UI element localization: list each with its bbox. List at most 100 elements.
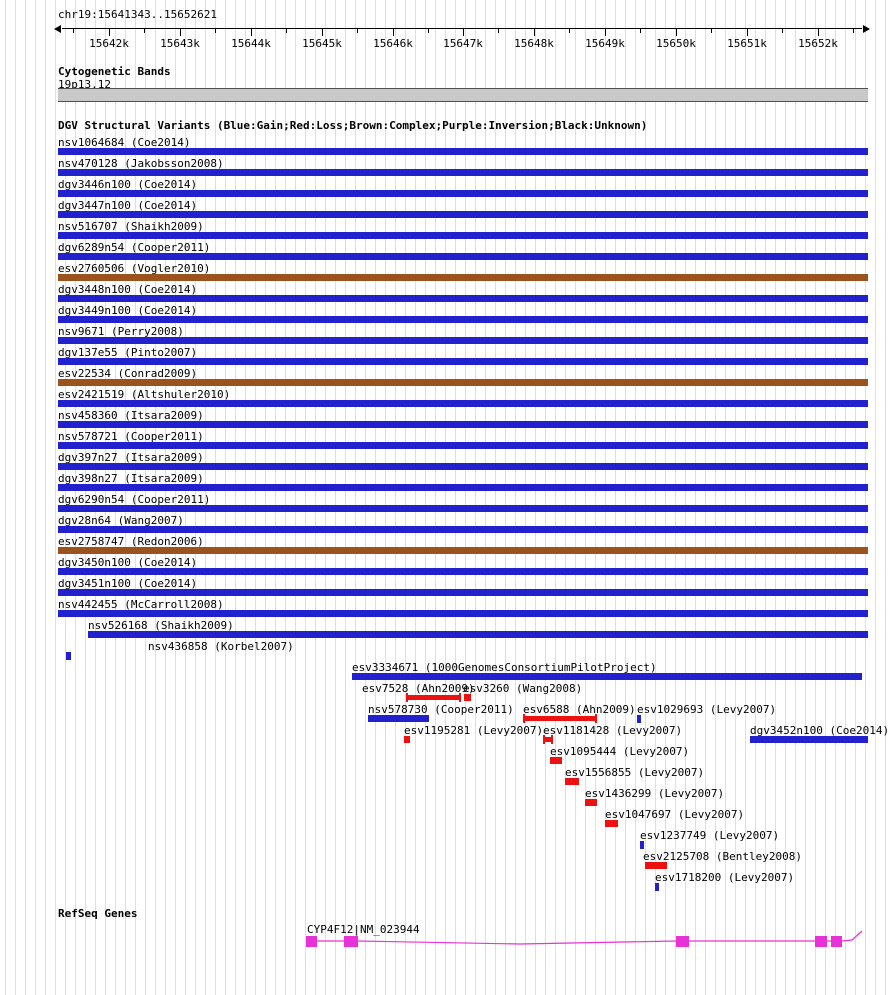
variant-label[interactable]: esv7528 (Ahn2009) bbox=[362, 682, 475, 695]
variant-bar[interactable] bbox=[368, 715, 429, 722]
variant-label[interactable]: nsv1064684 (Coe2014) bbox=[58, 136, 191, 149]
variant-label[interactable]: esv2758747 (Redon2006) bbox=[58, 535, 204, 548]
variant-label[interactable]: esv1047697 (Levy2007) bbox=[605, 808, 745, 821]
variant-bar[interactable] bbox=[404, 736, 410, 743]
gene-glyph[interactable] bbox=[0, 925, 890, 965]
ruler-minor-tick bbox=[215, 29, 216, 33]
variant-label[interactable]: esv1436299 (Levy2007) bbox=[585, 787, 725, 800]
variant-bar-left-cap bbox=[543, 735, 545, 744]
gene-exon[interactable] bbox=[815, 936, 827, 947]
variant-bar[interactable] bbox=[58, 211, 868, 218]
variant-label[interactable]: nsv9671 (Perry2008) bbox=[58, 325, 184, 338]
ruler-tick-label: 15646k bbox=[373, 37, 413, 50]
variant-label[interactable]: dgv137e55 (Pinto2007) bbox=[58, 346, 198, 359]
variant-bar[interactable] bbox=[58, 295, 868, 302]
variant-label[interactable]: dgv3448n100 (Coe2014) bbox=[58, 283, 198, 296]
variant-label[interactable]: dgv3452n100 (Coe2014) bbox=[750, 724, 890, 737]
variant-label[interactable]: dgv3451n100 (Coe2014) bbox=[58, 577, 198, 590]
variant-bar[interactable] bbox=[58, 589, 868, 596]
variant-label[interactable]: nsv578721 (Cooper2011) bbox=[58, 430, 204, 443]
variant-bar[interactable] bbox=[58, 337, 868, 344]
gene-exon[interactable] bbox=[676, 936, 689, 947]
variant-bar[interactable] bbox=[640, 841, 644, 849]
variant-bar[interactable] bbox=[637, 715, 641, 723]
variant-bar[interactable] bbox=[58, 421, 868, 428]
gene-exon[interactable] bbox=[344, 936, 358, 947]
variant-label[interactable]: esv1556855 (Levy2007) bbox=[565, 766, 705, 779]
variant-bar[interactable] bbox=[58, 169, 868, 176]
ruler-minor-tick bbox=[640, 29, 641, 33]
variant-label[interactable]: dgv3447n100 (Coe2014) bbox=[58, 199, 198, 212]
variant-label[interactable]: esv1029693 (Levy2007) bbox=[637, 703, 777, 716]
variant-bar[interactable] bbox=[58, 568, 868, 575]
variant-bar[interactable] bbox=[523, 714, 597, 723]
variant-label[interactable]: esv1237749 (Levy2007) bbox=[640, 829, 780, 842]
ruler-major-tick bbox=[818, 29, 819, 36]
variant-label[interactable]: esv1095444 (Levy2007) bbox=[550, 745, 690, 758]
ruler-major-tick bbox=[393, 29, 394, 36]
variant-bar[interactable] bbox=[585, 799, 597, 806]
gene-exon[interactable] bbox=[306, 936, 317, 947]
variant-bar[interactable] bbox=[58, 547, 868, 554]
variant-bar[interactable] bbox=[58, 253, 868, 260]
variant-label[interactable]: nsv436858 (Korbel2007) bbox=[148, 640, 294, 653]
variant-label[interactable]: esv22534 (Conrad2009) bbox=[58, 367, 198, 380]
variant-bar[interactable] bbox=[750, 736, 868, 743]
variant-bar[interactable] bbox=[406, 693, 461, 702]
variant-label[interactable]: esv1195281 (Levy2007) bbox=[404, 724, 544, 737]
variant-label[interactable]: nsv516707 (Shaikh2009) bbox=[58, 220, 204, 233]
variant-label[interactable]: dgv6290n54 (Cooper2011) bbox=[58, 493, 211, 506]
variant-bar[interactable] bbox=[605, 820, 618, 827]
variant-bar[interactable] bbox=[58, 379, 868, 386]
variant-bar[interactable] bbox=[550, 757, 562, 764]
track-title-dgv-variants: DGV Structural Variants (Blue:Gain;Red:L… bbox=[58, 119, 648, 132]
variant-bar[interactable] bbox=[58, 316, 868, 323]
variant-bar[interactable] bbox=[352, 673, 862, 680]
variant-bar[interactable] bbox=[58, 190, 868, 197]
variant-bar[interactable] bbox=[543, 735, 553, 744]
variant-label[interactable]: dgv28n64 (Wang2007) bbox=[58, 514, 184, 527]
variant-label[interactable]: esv3260 (Wang2008) bbox=[463, 682, 583, 695]
variant-bar[interactable] bbox=[66, 652, 71, 660]
variant-label[interactable]: esv2760506 (Vogler2010) bbox=[58, 262, 211, 275]
variant-label[interactable]: dgv3450n100 (Coe2014) bbox=[58, 556, 198, 569]
variant-bar[interactable] bbox=[58, 148, 868, 155]
variant-bar[interactable] bbox=[88, 631, 868, 638]
variant-bar[interactable] bbox=[655, 883, 659, 891]
variant-label[interactable]: esv2421519 (Altshuler2010) bbox=[58, 388, 231, 401]
variant-bar[interactable] bbox=[58, 505, 868, 512]
variant-label[interactable]: esv1181428 (Levy2007) bbox=[543, 724, 683, 737]
variant-bar[interactable] bbox=[58, 463, 868, 470]
variant-label[interactable]: nsv458360 (Itsara2009) bbox=[58, 409, 204, 422]
variant-label[interactable]: esv3334671 (1000GenomesConsortiumPilotPr… bbox=[352, 661, 657, 674]
variant-label[interactable]: esv1718200 (Levy2007) bbox=[655, 871, 795, 884]
ruler-tick-label: 15650k bbox=[656, 37, 696, 50]
variant-bar[interactable] bbox=[58, 274, 868, 281]
variant-label[interactable]: dgv3446n100 (Coe2014) bbox=[58, 178, 198, 191]
variant-label[interactable]: nsv526168 (Shaikh2009) bbox=[88, 619, 234, 632]
variant-label[interactable]: esv2125708 (Bentley2008) bbox=[643, 850, 802, 863]
ruler-minor-tick bbox=[498, 29, 499, 33]
region-label: chr19:15641343..15652621 bbox=[58, 8, 217, 21]
variant-bar[interactable] bbox=[58, 526, 868, 533]
variant-bar[interactable] bbox=[645, 862, 667, 869]
variant-label[interactable]: nsv442455 (McCarroll2008) bbox=[58, 598, 224, 611]
ruler-minor-tick bbox=[853, 29, 854, 33]
variant-bar[interactable] bbox=[464, 694, 471, 701]
variant-bar[interactable] bbox=[58, 400, 868, 407]
variant-label[interactable]: nsv470128 (Jakobsson2008) bbox=[58, 157, 224, 170]
variant-bar[interactable] bbox=[565, 778, 579, 785]
variant-bar[interactable] bbox=[58, 610, 868, 617]
variant-bar[interactable] bbox=[58, 484, 868, 491]
variant-bar[interactable] bbox=[58, 358, 868, 365]
gene-label[interactable]: CYP4F12|NM_023944 bbox=[307, 923, 420, 936]
variant-label[interactable]: dgv3449n100 (Coe2014) bbox=[58, 304, 198, 317]
variant-label[interactable]: esv6588 (Ahn2009) bbox=[523, 703, 636, 716]
gene-exon[interactable] bbox=[831, 936, 842, 947]
variant-bar[interactable] bbox=[58, 232, 868, 239]
variant-label[interactable]: dgv6289n54 (Cooper2011) bbox=[58, 241, 211, 254]
variant-label[interactable]: nsv578730 (Cooper2011) bbox=[368, 703, 514, 716]
variant-label[interactable]: dgv398n27 (Itsara2009) bbox=[58, 472, 204, 485]
variant-label[interactable]: dgv397n27 (Itsara2009) bbox=[58, 451, 204, 464]
variant-bar[interactable] bbox=[58, 442, 868, 449]
